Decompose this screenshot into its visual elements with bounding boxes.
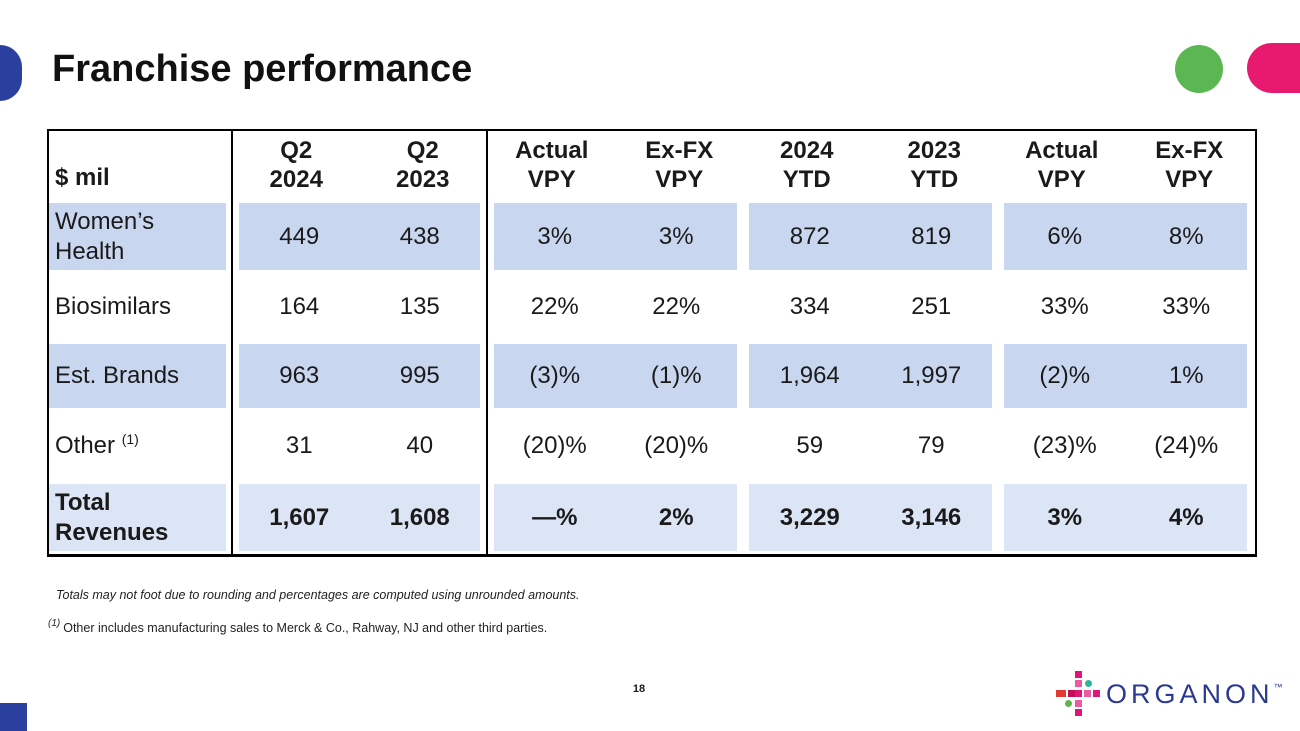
row-label: Est. Brands <box>55 362 180 389</box>
cell-value: 995 <box>399 362 440 389</box>
table-row-womens-health: Women’s Health 449 438 3% 3% 872 819 6% … <box>49 200 1255 273</box>
cell-value: 438 <box>399 222 440 250</box>
cell-value: 79 <box>917 432 945 459</box>
cell-value: 963 <box>279 362 320 389</box>
row-label: Women’s Health <box>55 207 155 265</box>
blue-corner-decoration <box>0 703 27 731</box>
cell-value: 2% <box>658 503 694 531</box>
row-label: Total Revenues <box>55 488 169 546</box>
blue-half-circle-decoration <box>0 45 22 101</box>
cell-value: 819 <box>911 222 952 250</box>
column-header: 2023 YTD <box>907 136 961 193</box>
footnote-marker: (1) <box>48 618 61 629</box>
pink-pill-decoration <box>1247 43 1300 93</box>
header-group-q2: Q2 2024 Q2 2023 <box>233 131 488 200</box>
header-group-q2-vpy: Actual VPY Ex-FX VPY <box>488 131 743 200</box>
cell-value: 59 <box>796 432 824 459</box>
unit-label: $ mil <box>55 164 110 191</box>
cell-value: 164 <box>279 293 320 320</box>
footnote-marker: (1) <box>121 431 139 447</box>
footnote-other: (1) Other includes manufacturing sales to… <box>48 618 548 635</box>
cell-value: (24)% <box>1154 432 1219 459</box>
cell-value: 3% <box>658 222 694 250</box>
cell-value: (23)% <box>1032 432 1097 459</box>
cell-value: 135 <box>399 293 440 320</box>
cell-value: (2)% <box>1039 362 1091 389</box>
cell-value: 8% <box>1168 222 1204 250</box>
page-number: 18 <box>632 683 646 695</box>
cell-value: 33% <box>1040 293 1089 320</box>
cell-value: 22% <box>652 293 701 320</box>
header-group-ytd-vpy: Actual VPY Ex-FX VPY <box>998 131 1253 200</box>
cell-value: 6% <box>1047 222 1083 250</box>
page-title: Franchise performance <box>52 48 473 90</box>
table-row-total-revenues: Total Revenues 1,607 1,608 —% 2% 3,229 3… <box>49 481 1255 554</box>
cell-value: 3,146 <box>901 503 962 531</box>
cell-value: 31 <box>285 432 313 459</box>
cell-value: (3)% <box>529 362 581 389</box>
cell-value: 1,997 <box>901 362 962 389</box>
cell-value: —% <box>532 503 578 531</box>
cell-value: 872 <box>789 222 830 250</box>
cell-value: 3,229 <box>779 503 840 531</box>
column-header: Q2 2024 <box>269 136 323 193</box>
organon-logo-symbol-icon <box>1056 670 1102 718</box>
column-header: Ex-FX VPY <box>645 136 714 193</box>
column-header: Actual VPY <box>515 136 589 193</box>
cell-value: 1% <box>1168 362 1204 389</box>
cell-value: 40 <box>406 432 434 459</box>
cell-value: (20)% <box>644 432 709 459</box>
header-unit-cell: $ mil <box>49 131 233 200</box>
green-circle-decoration <box>1175 45 1223 93</box>
row-label: Biosimilars <box>55 293 172 320</box>
cell-value: 33% <box>1162 293 1211 320</box>
header-group-ytd: 2024 YTD 2023 YTD <box>743 131 998 200</box>
column-header: Actual VPY <box>1025 136 1099 193</box>
column-header: Q2 2023 <box>396 136 450 193</box>
table-row-other: Other (1) 31 40 (20)% (20)% 59 79 (23)% … <box>49 411 1255 481</box>
cell-value: 1,964 <box>779 362 840 389</box>
cell-value: 251 <box>911 293 952 320</box>
cell-value: 1,607 <box>269 503 330 531</box>
franchise-performance-table: $ mil Q2 2024 Q2 2023 Actual VPY Ex-FX V… <box>47 129 1257 557</box>
row-label: Other (1) <box>55 431 139 459</box>
column-header: 2024 YTD <box>780 136 834 193</box>
cell-value: 22% <box>530 293 579 320</box>
table-row-est-brands: Est. Brands 963 995 (3)% (1)% 1,964 1,99… <box>49 341 1255 411</box>
cell-value: 3% <box>537 222 573 250</box>
cell-value: (1)% <box>650 362 702 389</box>
organon-logo: ORGANON™ <box>1056 670 1283 718</box>
footnote-rounding: Totals may not foot due to rounding and … <box>56 588 580 602</box>
table-row-biosimilars: Biosimilars 164 135 22% 22% 334 251 33% … <box>49 273 1255 341</box>
cell-value: (20)% <box>522 432 587 459</box>
cell-value: 334 <box>789 293 830 320</box>
cell-value: 1,608 <box>389 503 450 531</box>
table-header-row: $ mil Q2 2024 Q2 2023 Actual VPY Ex-FX V… <box>49 131 1255 200</box>
cell-value: 449 <box>279 222 320 250</box>
column-header: Ex-FX VPY <box>1155 136 1224 193</box>
cell-value: 3% <box>1047 503 1083 531</box>
cell-value: 4% <box>1168 503 1204 531</box>
organon-wordmark: ORGANON™ <box>1106 678 1283 709</box>
trademark-symbol: ™ <box>1273 681 1283 692</box>
